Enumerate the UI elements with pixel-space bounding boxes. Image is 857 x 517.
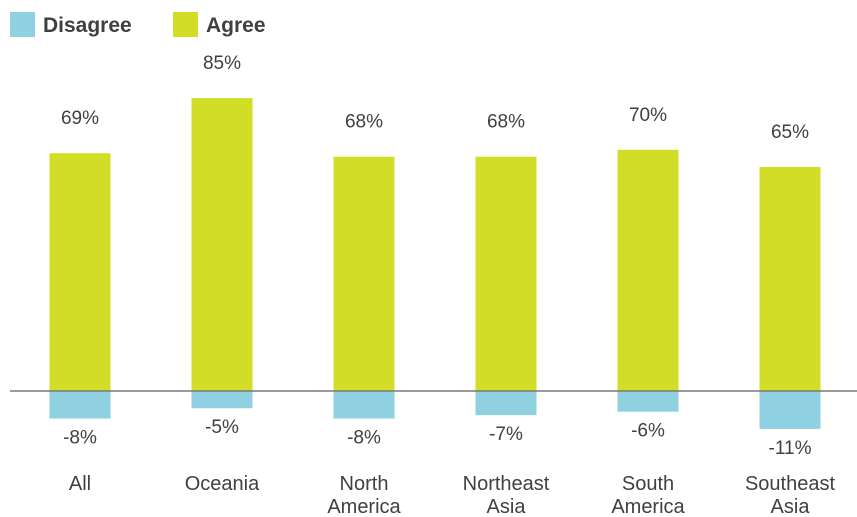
category-label-line: Asia xyxy=(771,496,811,517)
category-label-southeast-asia: Southeast Asia xyxy=(745,473,836,517)
legend-label-agree: Agree xyxy=(206,14,266,37)
value-labels: 69% -8% 85% -5% 68% -8% 68% -7% 70% -6% 65% -11% xyxy=(61,53,812,459)
value-label-agree-south-america: 70% xyxy=(629,105,667,126)
value-label-disagree-north-america: -8% xyxy=(347,428,381,449)
value-label-agree-north-america: 68% xyxy=(345,112,383,133)
value-label-agree-oceania: 85% xyxy=(203,53,241,74)
category-label-line: America xyxy=(611,496,685,517)
category-label-line: North xyxy=(340,473,389,495)
bar-disagree-oceania xyxy=(191,391,253,409)
category-label-line: Southeast xyxy=(745,473,836,495)
category-label-oceania: Oceania xyxy=(185,473,260,495)
bar-agree-oceania xyxy=(191,98,253,391)
bar-agree-northeast-asia xyxy=(475,156,537,391)
legend-swatch-disagree xyxy=(10,12,35,37)
category-label-all: All xyxy=(69,473,91,495)
category-label-line: Asia xyxy=(487,496,527,517)
bar-agree-all xyxy=(49,153,111,391)
legend-label-disagree: Disagree xyxy=(43,14,132,37)
category-label-line: Northeast xyxy=(463,473,550,495)
bar-disagree-north-america xyxy=(333,391,395,419)
bars xyxy=(49,98,821,429)
category-label-northeast-asia: Northeast Asia xyxy=(463,473,550,517)
value-label-agree-all: 69% xyxy=(61,108,99,129)
bar-agree-south-america xyxy=(617,149,679,391)
legend: Disagree Agree xyxy=(10,12,266,37)
value-label-agree-southeast-asia: 65% xyxy=(771,122,809,143)
value-label-disagree-southeast-asia: -11% xyxy=(769,438,812,459)
category-label-south-america: South America xyxy=(611,473,685,517)
value-label-disagree-oceania: -5% xyxy=(205,417,239,438)
value-label-disagree-northeast-asia: -7% xyxy=(489,424,523,445)
value-label-agree-northeast-asia: 68% xyxy=(487,112,525,133)
bar-agree-north-america xyxy=(333,156,395,391)
bar-disagree-south-america xyxy=(617,391,679,412)
bar-disagree-southeast-asia xyxy=(759,391,821,429)
category-label-north-america: North America xyxy=(327,473,401,517)
bar-disagree-all xyxy=(49,391,111,419)
bar-agree-southeast-asia xyxy=(759,167,821,391)
value-label-disagree-all: -8% xyxy=(63,428,97,449)
category-label-line: All xyxy=(69,473,91,495)
category-label-line: Oceania xyxy=(185,473,260,495)
category-label-line: South xyxy=(622,473,674,495)
category-label-line: America xyxy=(327,496,401,517)
bar-disagree-northeast-asia xyxy=(475,391,537,416)
value-label-disagree-south-america: -6% xyxy=(631,421,665,442)
legend-swatch-agree xyxy=(173,12,198,37)
